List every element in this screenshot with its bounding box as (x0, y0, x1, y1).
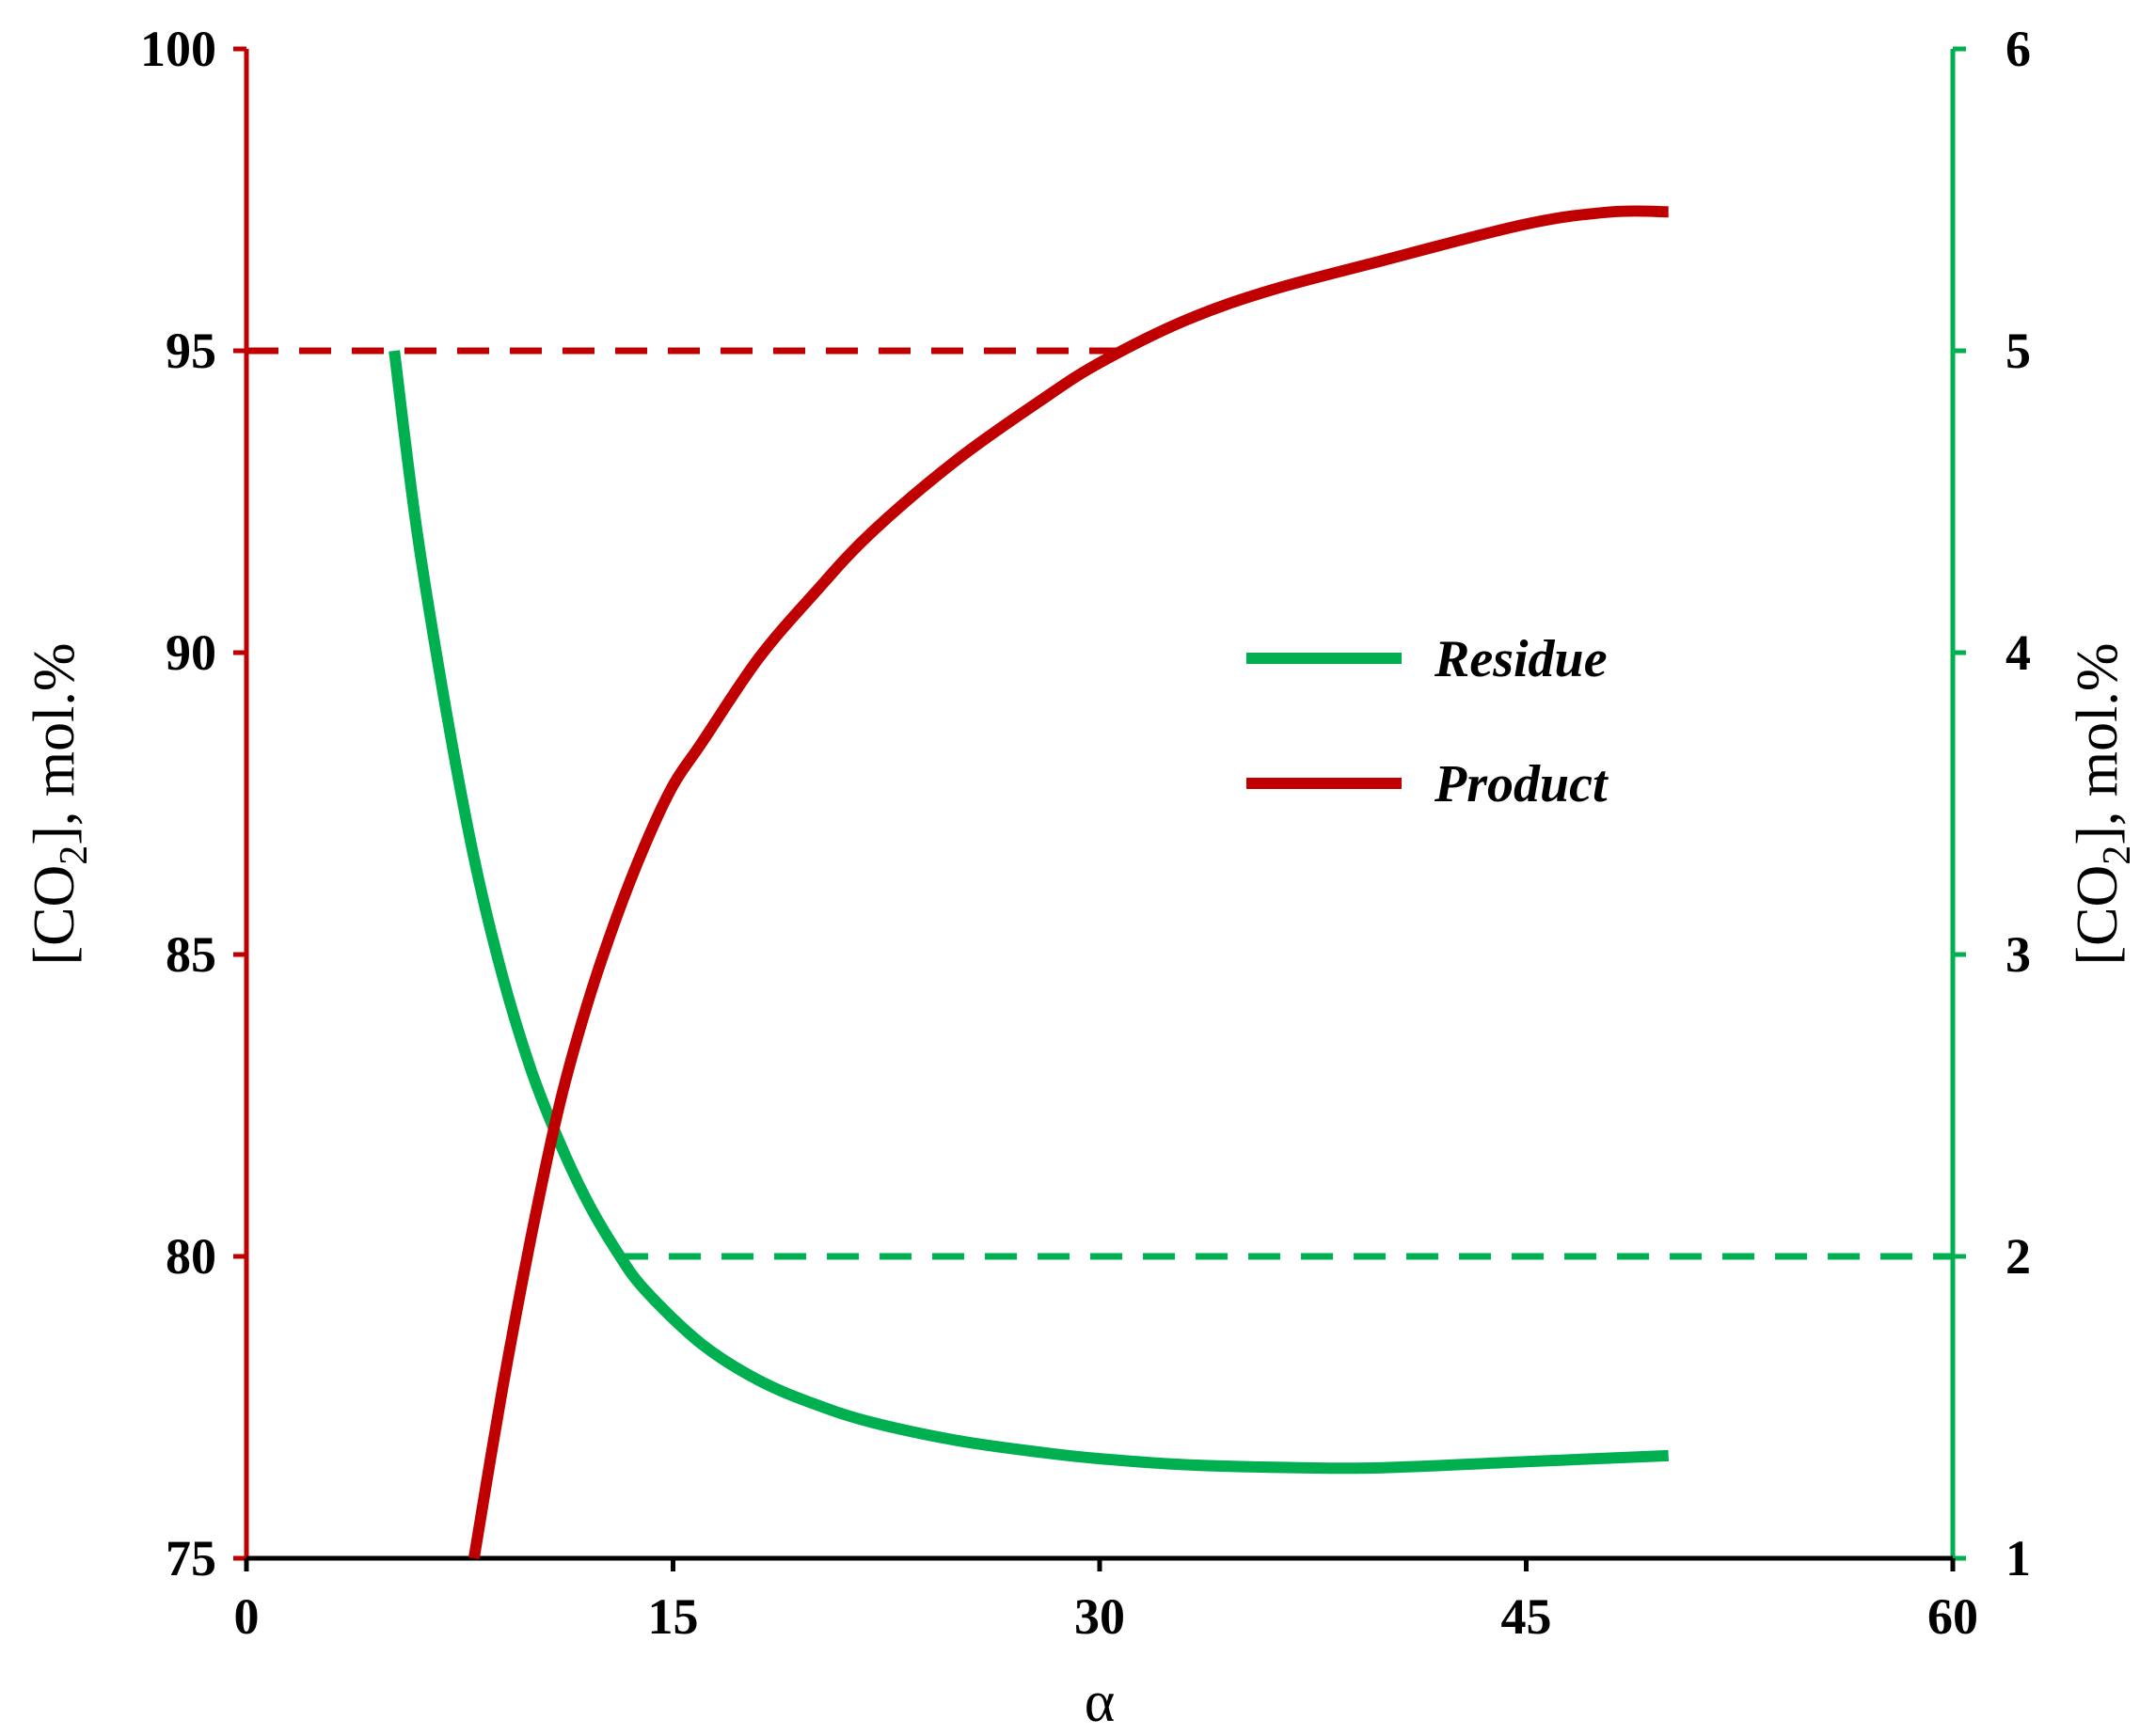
left-y-axis-title: [CO2], mol.% (23, 642, 96, 965)
x-tick-label: 0 (234, 1588, 260, 1645)
right-tick-label: 3 (2005, 926, 2031, 983)
right-tick-label: 6 (2005, 21, 2031, 77)
right-tick-label: 2 (2005, 1228, 2031, 1285)
series-line-product (468, 205, 1669, 1559)
reference-lines (246, 347, 1953, 1260)
series-layer (388, 205, 1669, 1559)
right-tick-label: 5 (2005, 323, 2031, 379)
right-tick-label: 1 (2005, 1530, 2031, 1586)
left-tick-label: 100 (140, 21, 216, 77)
x-tick-label: 15 (648, 1588, 699, 1645)
left-tick-label: 85 (166, 926, 216, 983)
axis-labels: α [CO2], mol.% [CO2], mol.% (23, 642, 2139, 1734)
legend-label-residue: Residue (1434, 630, 1608, 688)
right-y-axis-title: [CO2], mol.% (2066, 642, 2139, 965)
legend: Residue Product (1246, 630, 1609, 813)
x-tick-label: 45 (1501, 1588, 1552, 1645)
x-tick-label: 30 (1074, 1588, 1125, 1645)
x-tick-label: 60 (1927, 1588, 1978, 1645)
left-tick-label: 95 (166, 323, 216, 379)
left-tick-label: 90 (166, 624, 216, 681)
series-line-residue (388, 350, 1669, 1475)
left-tick-label: 75 (166, 1530, 216, 1586)
legend-label-product: Product (1434, 755, 1609, 813)
left-tick-label: 80 (166, 1228, 216, 1285)
right-tick-label: 4 (2005, 624, 2031, 681)
x-axis-title: α (1085, 1670, 1115, 1734)
